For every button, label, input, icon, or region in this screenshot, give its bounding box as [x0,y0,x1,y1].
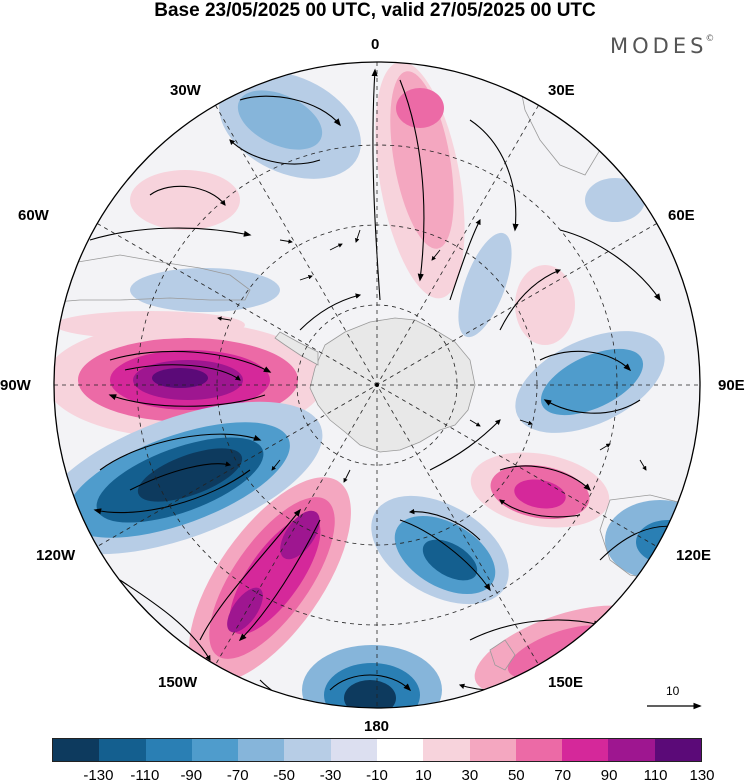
colorbar-tick-label: 110 [643,767,668,784]
colorbar-tick-label: -10 [366,767,388,784]
colorbar-swatch [423,739,470,761]
lon-label-90e: 90E [718,377,745,394]
colorbar-tick-label: 50 [507,767,525,784]
colorbar-swatch [191,739,239,761]
wind-streamlines [89,68,692,708]
south-america [54,254,251,303]
lon-label-0: 0 [371,36,380,53]
colorbar-tick-label: 70 [554,767,572,784]
chart-title: Base 23/05/2025 00 UTC, valid 27/05/2025… [154,0,596,21]
colorbar-swatch [145,739,192,761]
colorbar-tick-label: -50 [273,767,295,784]
brand-name: MODES [610,34,708,58]
map-boundary [53,61,701,709]
south-pole-marker [375,383,379,387]
lon-label-60e: 60E [668,207,695,224]
colorbar-swatch [238,739,285,761]
colorbar-tick-label: 30 [461,767,479,784]
colorbar-swatch [376,739,424,761]
lon-label-150e: 150E [548,674,584,691]
colorbar-swatch [99,739,146,761]
brand-mark: © [705,34,715,44]
lon-label-150w: 150W [158,674,198,691]
reference-vector-label: 10 [666,684,680,698]
new-zealand [489,639,516,671]
colorbar-swatch [284,739,331,761]
colorbar-swatch [53,739,100,761]
colorbar-tick-label: 130 [689,767,715,784]
colorbar-tick-label: -110 [130,767,160,784]
polar-stereographic-map [53,61,702,710]
modes-logo: MODES© [610,34,714,58]
colorbar-tick-label: -70 [226,767,249,784]
colorbar-swatch [515,739,563,761]
colorbar-swatch [654,739,701,761]
colorbar-tick-label: 10 [415,767,432,784]
colorbar-swatch [469,739,516,761]
lon-label-30w: 30W [170,82,201,99]
lon-label-120e: 120E [676,547,712,564]
antarctic-peninsula [274,331,319,366]
colorbar-tick-label: 90 [600,767,618,784]
colorbar-tick-label: -90 [180,767,203,784]
lon-label-180: 180 [364,718,390,735]
colorbar [52,738,702,762]
colorbar-tick-label: -130 [83,767,114,784]
lon-label-90w: 90W [0,377,31,394]
colorbar-swatch [330,739,377,761]
lon-label-120w: 120W [36,547,76,564]
lon-label-60w: 60W [18,207,49,224]
colorbar-tick-label: -30 [319,767,342,784]
colorbar-swatch [608,739,655,761]
wind-arrows [217,229,647,483]
lon-label-30e: 30E [548,82,575,99]
colorbar-swatch [562,739,609,761]
